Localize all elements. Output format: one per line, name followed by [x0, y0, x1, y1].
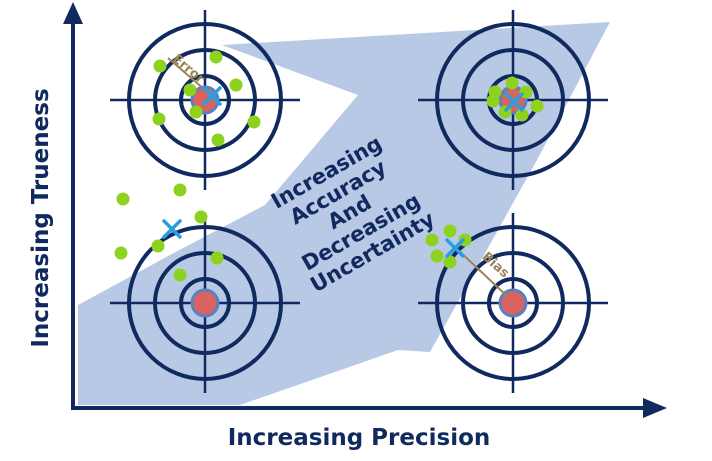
- shot-dot: [210, 251, 224, 265]
- target-outer-ring: [127, 22, 283, 178]
- mean-marker-stroke: [445, 238, 465, 258]
- shot-dot: [247, 115, 261, 129]
- mean-marker-stroke: [504, 92, 524, 112]
- shot-dot: [425, 233, 439, 247]
- target-bottom-left: [110, 213, 300, 393]
- shot-dot: [189, 105, 203, 119]
- target-outer-ring: [435, 22, 591, 178]
- x-axis-title: Increasing Precision: [228, 425, 491, 451]
- shot-dot: [443, 255, 457, 269]
- target-inner-ring: [179, 277, 231, 329]
- mean-marker-stroke: [162, 219, 182, 239]
- target-middle-ring: [153, 251, 257, 355]
- shot-dot: [443, 224, 457, 238]
- shot-dot: [211, 133, 225, 147]
- target-outer-ring: [435, 225, 591, 381]
- mean-marker: [162, 219, 182, 239]
- mean-marker: [445, 238, 465, 258]
- targets-layer: [110, 10, 608, 393]
- shot-dot: [153, 59, 167, 73]
- target-top-left: [110, 10, 300, 190]
- bias-leader-line: [456, 248, 509, 298]
- target-bottom-right: [418, 213, 608, 393]
- shot-dot: [486, 94, 500, 108]
- shot-dot: [183, 83, 197, 97]
- shot-dot: [116, 192, 130, 206]
- shot-dot: [229, 78, 243, 92]
- y-axis-title: Increasing Trueness: [28, 88, 54, 347]
- mean-marker: [504, 92, 524, 112]
- shot-dot: [430, 249, 444, 263]
- shot-dot: [114, 246, 128, 260]
- shot-dot: [151, 239, 165, 253]
- shot-dot: [515, 108, 529, 122]
- target-inner-ring: [487, 277, 539, 329]
- shot-dot: [209, 50, 223, 64]
- target-outer-ring: [127, 225, 283, 381]
- mean-marker: [202, 86, 222, 106]
- shot-dot: [530, 99, 544, 113]
- shot-dot: [173, 183, 187, 197]
- axes: [63, 2, 667, 418]
- y-axis-arrowhead: [63, 2, 83, 24]
- shot-dot: [173, 268, 187, 282]
- x-axis-arrowhead: [643, 398, 667, 418]
- shot-dot: [194, 210, 208, 224]
- target-middle-ring: [461, 251, 565, 355]
- target-middle-ring: [153, 48, 257, 152]
- shot-dot: [505, 76, 519, 90]
- target-middle-ring: [461, 48, 565, 152]
- mean-marker-stroke: [202, 86, 222, 106]
- bullseye: [190, 288, 220, 318]
- shot-dot: [152, 112, 166, 126]
- target-inner-ring: [179, 74, 231, 126]
